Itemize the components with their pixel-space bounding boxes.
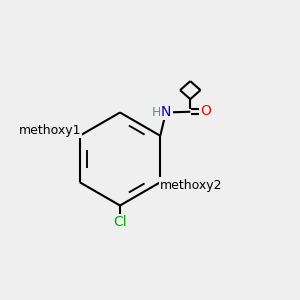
Text: O: O xyxy=(200,104,211,118)
Text: H: H xyxy=(152,106,161,119)
Text: O: O xyxy=(170,178,181,192)
Text: N: N xyxy=(161,105,172,119)
Text: methoxy1: methoxy1 xyxy=(19,124,81,136)
Text: methoxy2: methoxy2 xyxy=(160,179,222,192)
Text: O: O xyxy=(59,123,70,137)
Text: Cl: Cl xyxy=(113,215,127,229)
